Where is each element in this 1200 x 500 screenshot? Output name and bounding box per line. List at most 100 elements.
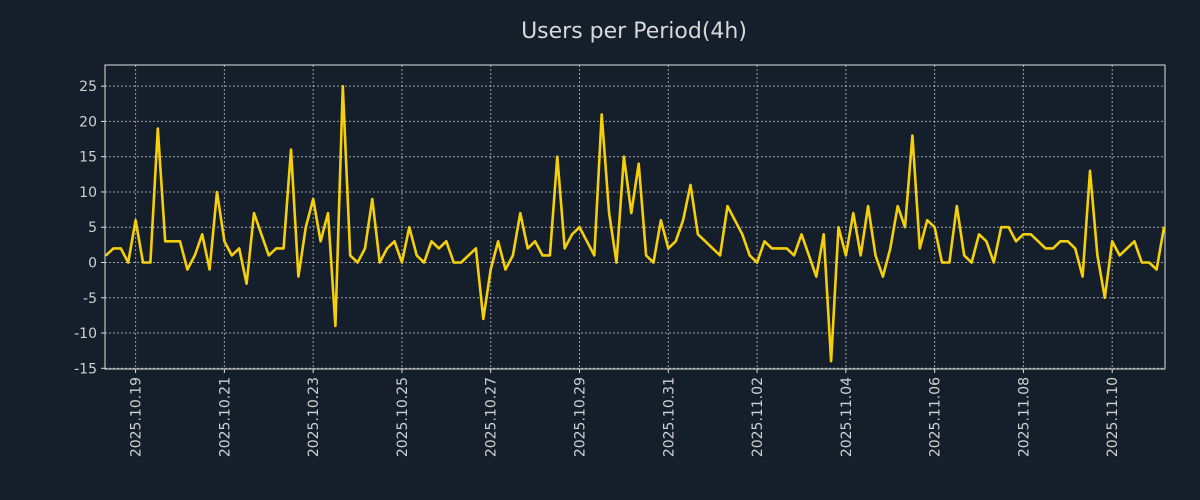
data-point [1141,261,1143,264]
data-point [985,240,988,243]
data-point [993,261,995,264]
data-point [171,240,174,243]
data-point [793,254,795,257]
data-point [593,254,596,257]
data-point [179,240,181,243]
data-point [541,254,544,257]
data-point [1155,268,1158,271]
x-tick-label: 2025.11.06 [928,377,944,457]
data-point [637,162,640,165]
data-point [386,247,388,250]
data-point [290,148,292,151]
data-point [1133,240,1136,243]
data-point [1059,240,1062,243]
data-point [371,198,374,200]
y-tick-label: 20 [79,114,97,130]
x-tick-label: 2025.11.04 [839,377,855,457]
data-point [726,205,729,207]
data-point [134,219,137,221]
data-point [497,240,499,243]
data-point [438,247,440,250]
y-axis: -15 -10 -5 0 5 10 15 20 25 [74,79,105,377]
data-point [164,240,166,243]
data-point [563,247,566,250]
data-point [186,268,189,271]
data-point [815,275,818,278]
data-point [978,233,980,236]
x-tick-label: 2025.10.31 [661,377,677,457]
data-point [1037,240,1040,243]
data-point [697,233,699,236]
y-tick-label: 25 [79,79,97,95]
y-tick-label: -5 [83,291,97,307]
chart-title: Users per Period(4h) [521,19,747,44]
series-line-users [105,84,1166,363]
data-point [859,254,862,257]
data-point [341,85,344,87]
data-point [948,261,951,264]
x-tick-label: 2025.11.08 [1016,377,1032,457]
data-point [208,268,211,271]
data-point [734,219,736,221]
data-point [349,254,351,257]
data-point [845,254,847,257]
y-tick-label: -10 [74,326,97,342]
data-point [837,226,840,229]
data-point [1118,254,1121,257]
data-point [467,254,470,257]
data-point [941,261,943,264]
data-point [452,261,455,264]
data-point [282,247,285,250]
data-point [830,360,832,363]
x-tick-label: 2025.10.29 [573,377,589,457]
data-point [926,219,929,221]
data-point [970,261,973,264]
data-point [956,205,958,207]
data-point [482,318,485,320]
data-point [882,275,884,278]
x-tick-label: 2025.11.10 [1105,377,1121,457]
data-point [519,212,522,214]
data-point [1104,296,1106,299]
data-point [808,254,810,257]
data-point [526,247,529,250]
data-point [238,247,240,250]
data-points [105,85,1165,363]
data-point [785,247,788,250]
y-tick-label: 10 [79,185,97,201]
data-point [253,212,255,214]
data-point [460,261,462,264]
x-tick-label: 2025.10.27 [484,377,500,457]
data-point [660,219,662,221]
x-tick-label: 2025.10.25 [395,377,411,457]
data-point [475,247,477,250]
data-point [1067,240,1069,243]
data-point [356,261,359,264]
data-point [800,233,803,236]
data-point [623,155,625,158]
data-point [260,233,263,236]
data-point [512,254,514,257]
data-point [652,261,655,264]
data-point [549,254,551,257]
data-point [275,247,277,250]
data-point [393,240,396,243]
data-point [105,254,107,257]
data-point [719,254,721,257]
data-point [704,240,707,243]
data-point [578,226,581,229]
data-point [645,254,647,257]
data-point [1089,170,1091,172]
data-point [1007,226,1010,229]
data-point [630,212,633,214]
y-tick-label: 5 [88,220,97,236]
data-point [319,240,322,243]
data-point [1000,226,1003,229]
data-point [867,205,869,207]
y-tick-label: 0 [88,255,97,271]
data-point [689,184,692,186]
data-point [312,198,314,200]
data-point [201,233,203,236]
data-point [216,191,218,193]
